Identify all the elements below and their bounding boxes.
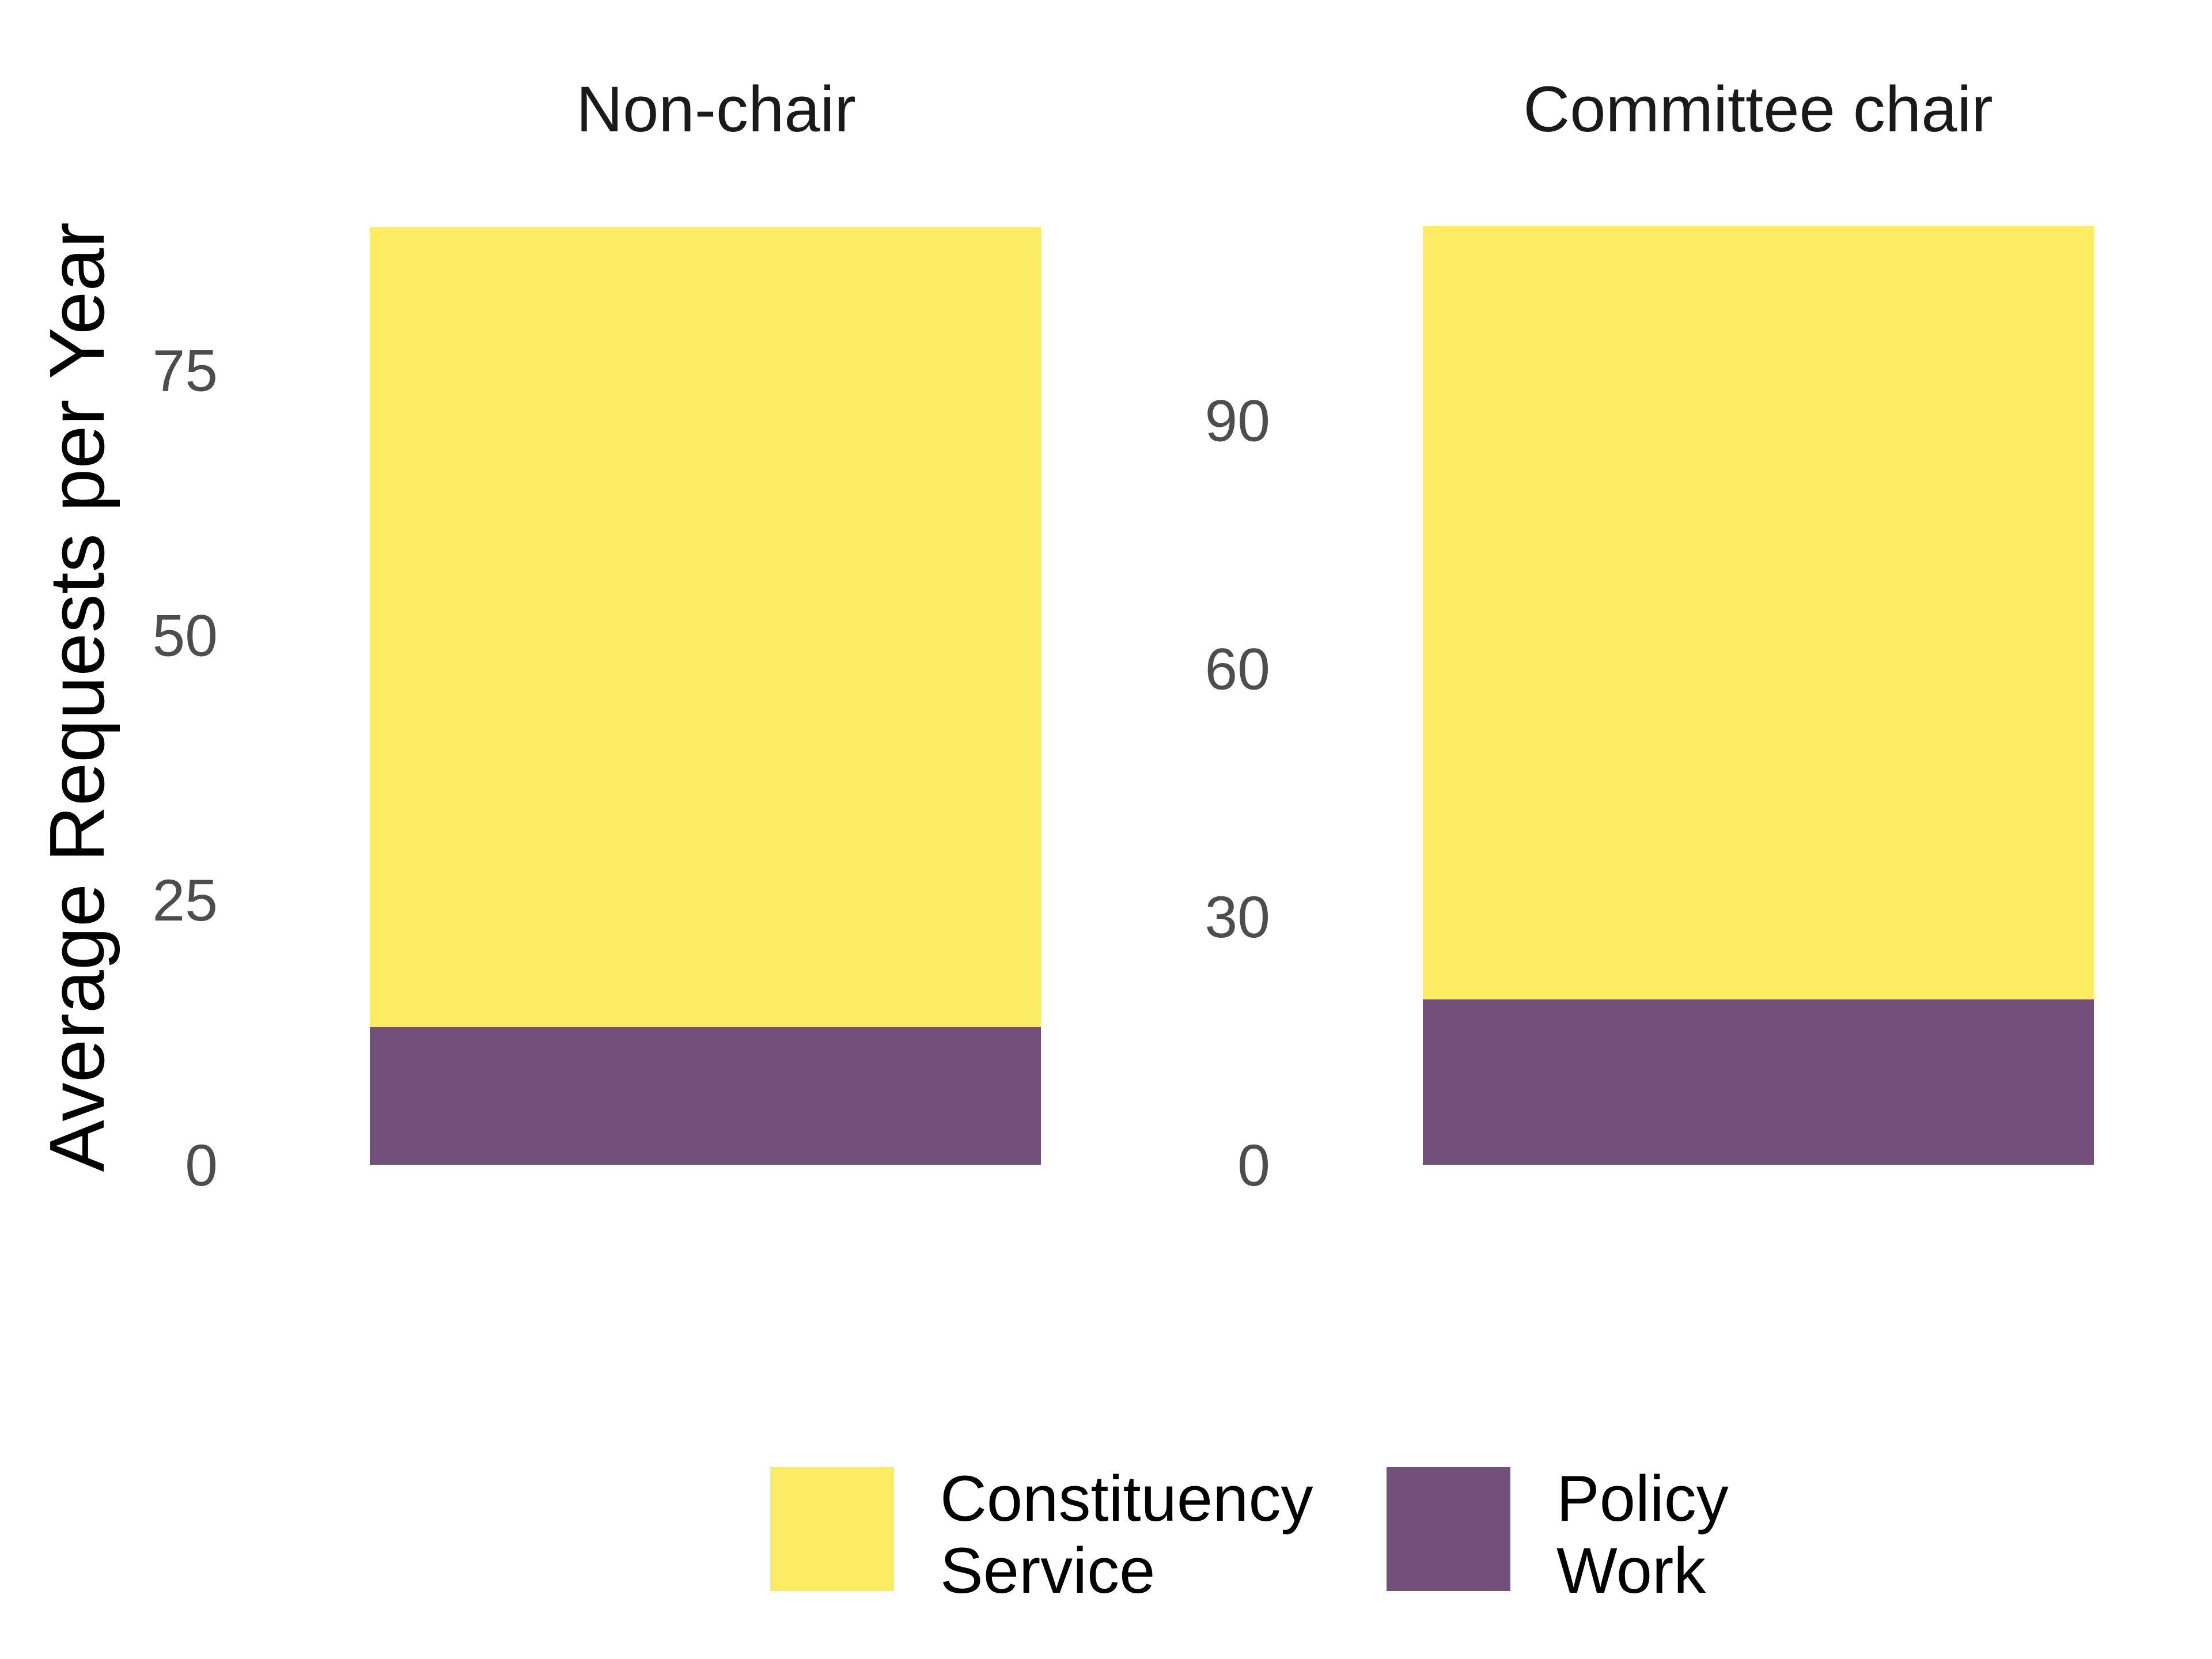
panel-committee-chair: Committee chair 0 30 60 90 <box>1205 73 2094 1198</box>
y-tick-label: 30 <box>1205 884 1270 950</box>
legend-key <box>770 1467 894 1591</box>
legend-label: Work <box>1556 1535 1706 1607</box>
bar-segment-policy-work <box>1423 999 2094 1165</box>
y-tick-label: 0 <box>1237 1132 1270 1198</box>
y-tick-label: 60 <box>1205 636 1270 702</box>
panel-title: Non-chair <box>576 73 856 145</box>
y-tick-label: 90 <box>1205 388 1270 454</box>
y-tick-label: 75 <box>153 338 218 404</box>
facet-panels: Non-chair 0 25 50 75 Committee chair 0 30 60 90 <box>153 73 2094 1198</box>
legend-label: Policy <box>1556 1463 1729 1535</box>
bar-segment-policy-work <box>370 1027 1041 1165</box>
legend-label: Service <box>940 1535 1155 1607</box>
y-tick-label: 25 <box>153 868 218 933</box>
y-tick-label: 0 <box>185 1132 218 1198</box>
legend-label: Constituency <box>940 1463 1313 1535</box>
y-axis-title: Average Requests per Year <box>33 222 120 1172</box>
panel-title: Committee chair <box>1523 73 1993 145</box>
panel-non-chair: Non-chair 0 25 50 75 <box>153 73 1041 1198</box>
y-tick-label: 50 <box>153 603 218 668</box>
legend-key <box>1387 1467 1510 1591</box>
bar-segment-constituency-service <box>1423 226 2094 999</box>
bar-segment-constituency-service <box>370 227 1041 1027</box>
